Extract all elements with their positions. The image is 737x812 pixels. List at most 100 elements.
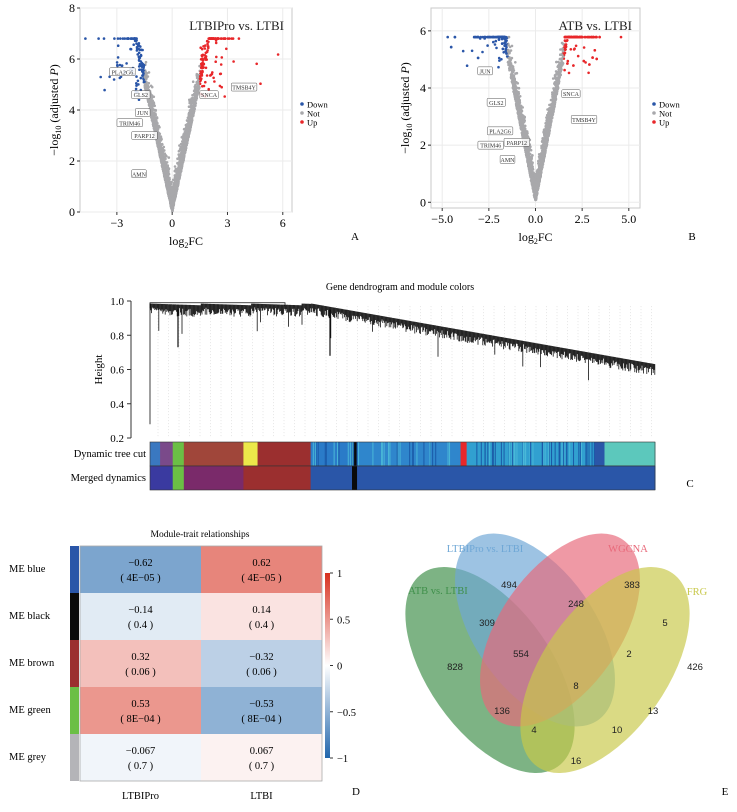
point-not [546,114,549,117]
point-down [126,37,129,40]
point-up [200,63,203,66]
point-not [182,133,185,136]
point-up [225,48,228,51]
point-not [197,82,200,85]
plot-title: LTBIPro vs. LTBI [189,18,284,33]
point-not [193,103,196,106]
point-not [160,159,163,162]
point-not [520,109,523,112]
point-not [181,163,184,166]
point-up [214,37,217,40]
point-not [189,109,192,112]
point-up [587,36,590,39]
point-up [200,70,203,73]
point-up [212,77,215,80]
point-not [520,105,523,108]
point-not [148,71,151,74]
point-not [194,95,197,98]
point-not [510,49,513,52]
panel-letter: A [351,231,359,243]
point-up [598,36,601,39]
point-not [164,172,167,175]
point-not [169,181,172,184]
point-not [154,114,157,117]
point-not [177,180,180,183]
point-not [530,156,533,159]
point-not [508,36,511,39]
point-not [194,92,197,95]
point-not [514,61,517,64]
point-not [168,179,171,182]
point-down [119,77,122,80]
point-not [513,69,516,72]
point-down [450,46,453,49]
point-not [159,151,162,154]
point-up [223,37,226,40]
gene-label: TRIM46 [119,121,140,127]
point-not [173,186,176,189]
point-up [215,56,218,59]
point-down [498,38,501,41]
point-up [259,82,262,85]
point-not [154,123,157,126]
point-not [512,74,515,77]
volcano-plot-a: PLA2G6GLS2JUNTRIM46PARP12AMNTMSB4YSNCALT… [0,0,370,250]
point-down [486,44,489,47]
point-not [555,78,558,81]
point-down [135,84,138,87]
point-up [207,45,210,48]
point-down [117,44,120,47]
point-not [150,106,153,109]
point-up [255,63,258,66]
point-up [205,67,208,70]
point-not [172,193,175,196]
point-down [481,51,484,54]
point-down [462,50,465,53]
point-up [588,63,591,66]
point-not [178,175,181,178]
point-not [175,192,178,195]
point-up [209,74,212,77]
point-not [172,198,175,201]
x-tick-label: −3 [110,216,123,230]
point-not [552,87,555,90]
point-down [129,48,132,51]
point-up [201,67,204,70]
point-up [220,63,223,66]
point-not [147,75,150,78]
point-not [182,158,185,161]
point-not [172,190,175,193]
point-up [567,60,570,63]
y-tick-label: 0 [69,205,75,219]
legend-marker-not [300,111,304,115]
point-not [157,146,160,149]
point-up [238,37,241,40]
point-down [117,56,120,59]
point-not [150,109,153,112]
point-up [591,56,594,59]
point-not [191,97,194,100]
point-down [495,40,498,43]
point-up [207,88,210,91]
point-up [217,37,220,40]
point-not [165,175,168,178]
point-up [207,41,210,44]
point-not [167,188,170,191]
point-not [172,179,175,182]
point-not [507,44,510,47]
point-up [595,58,598,61]
point-up [205,52,208,55]
point-down [492,41,495,44]
point-down [141,64,144,67]
point-not [175,168,178,171]
point-not [171,207,174,210]
point-up [573,48,576,51]
point-down [124,37,127,40]
point-up [215,42,218,45]
point-not [163,156,166,159]
point-down [138,42,141,45]
point-down [494,43,497,46]
point-not [189,126,192,129]
point-up [201,58,204,61]
point-not [546,108,549,111]
